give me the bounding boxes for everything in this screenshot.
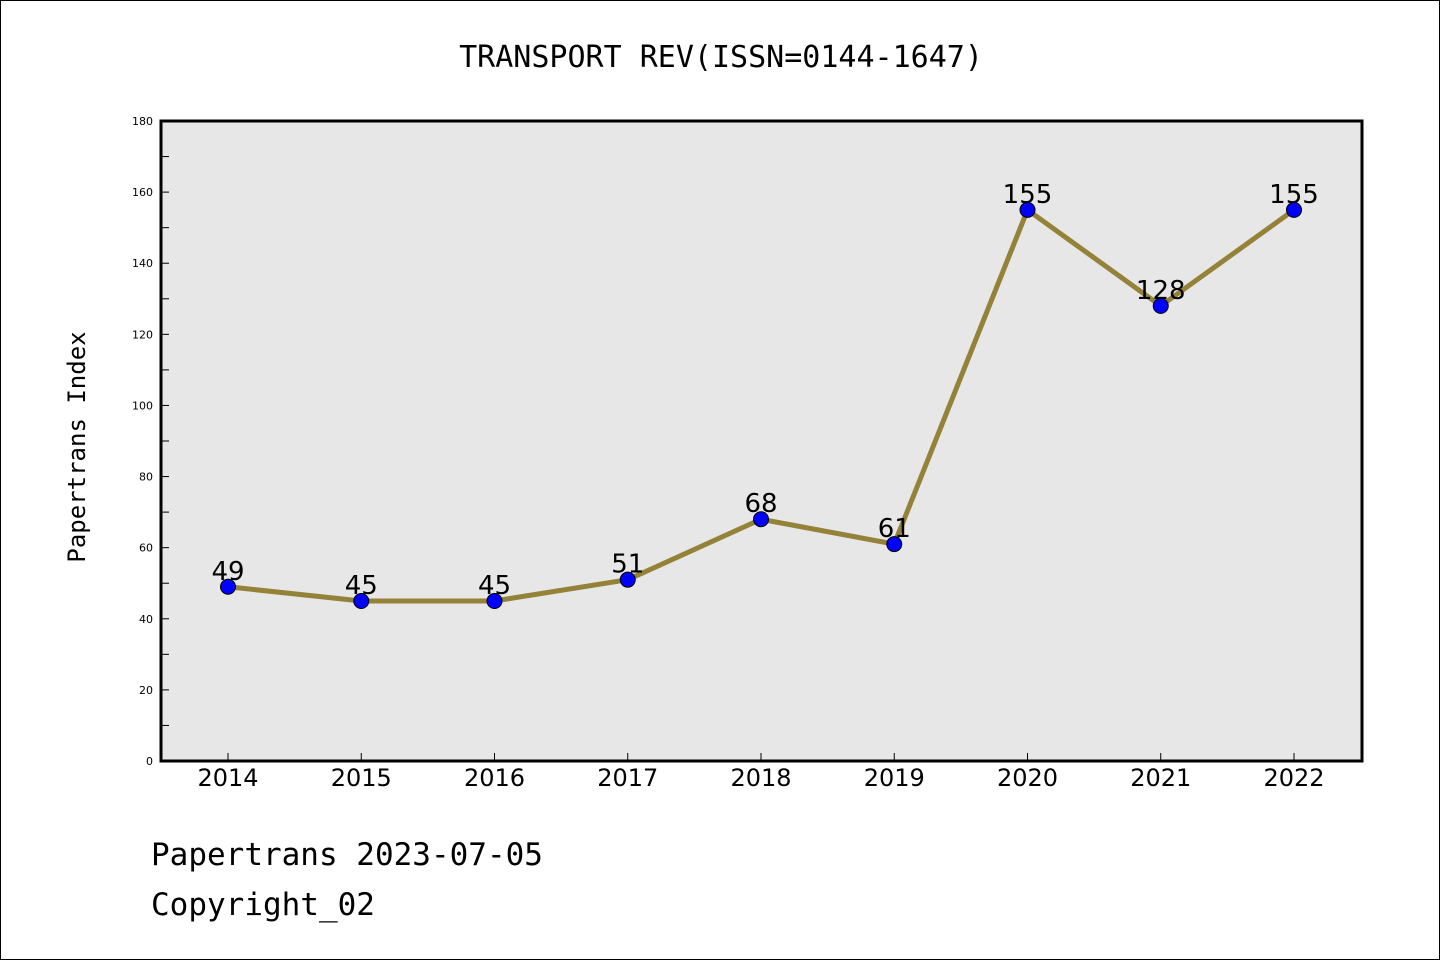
plot-frame (159, 119, 1364, 763)
data-point (220, 578, 236, 595)
data-point (619, 571, 636, 588)
data-label: 45 (345, 571, 378, 601)
y-tick-label: 0 (146, 755, 153, 768)
data-point (1152, 297, 1169, 314)
y-tick-label: 120 (132, 328, 153, 341)
data-point (353, 593, 370, 609)
x-tick-label: 2014 (197, 764, 258, 792)
y-tick-label: 40 (139, 613, 153, 626)
data-label: 45 (478, 571, 511, 601)
footer-date: Papertrans 2023-07-05 (151, 837, 543, 873)
y-tick-label: 160 (132, 186, 153, 199)
data-label: 155 (1269, 180, 1319, 210)
plot-area (161, 121, 1362, 761)
data-point (1019, 201, 1036, 218)
x-tick-label: 2015 (331, 764, 392, 792)
data-point (753, 511, 769, 528)
y-tick-label: 20 (139, 684, 153, 697)
x-tick-label: 2019 (864, 764, 925, 792)
data-label: 61 (878, 514, 911, 544)
x-tick-label: 2020 (997, 764, 1058, 792)
x-tick-label: 2016 (464, 764, 525, 792)
data-point (486, 593, 503, 609)
series-group: 49 45 45 51 68 61 155 128 155 (211, 180, 1319, 609)
data-label: 128 (1136, 276, 1186, 306)
y-tick-label: 180 (132, 115, 153, 128)
x-tick-label: 2022 (1263, 764, 1324, 792)
data-label: 155 (1003, 180, 1053, 210)
x-axis: 2014 2015 2016 2017 2018 2019 2020 2021 2022 (197, 753, 1325, 792)
y-tick-label: 100 (132, 399, 153, 412)
data-point (1286, 201, 1302, 218)
x-tick-label: 2017 (597, 764, 658, 792)
x-tick-label: 2021 (1130, 764, 1191, 792)
footer-copyright: Copyright_02 (151, 887, 375, 923)
y-tick-label: 140 (132, 257, 153, 270)
y-tick-label: 60 (139, 542, 153, 555)
data-label: 49 (211, 557, 244, 587)
data-label: 68 (744, 489, 777, 519)
data-label: 51 (611, 550, 644, 580)
data-point (886, 536, 903, 553)
y-tick-label: 80 (139, 471, 153, 484)
x-tick-label: 2018 (730, 764, 791, 792)
chart-title: TRANSPORT REV(ISSN=0144-1647) (459, 40, 983, 75)
y-axis-label: Papertrans Index (63, 331, 91, 562)
